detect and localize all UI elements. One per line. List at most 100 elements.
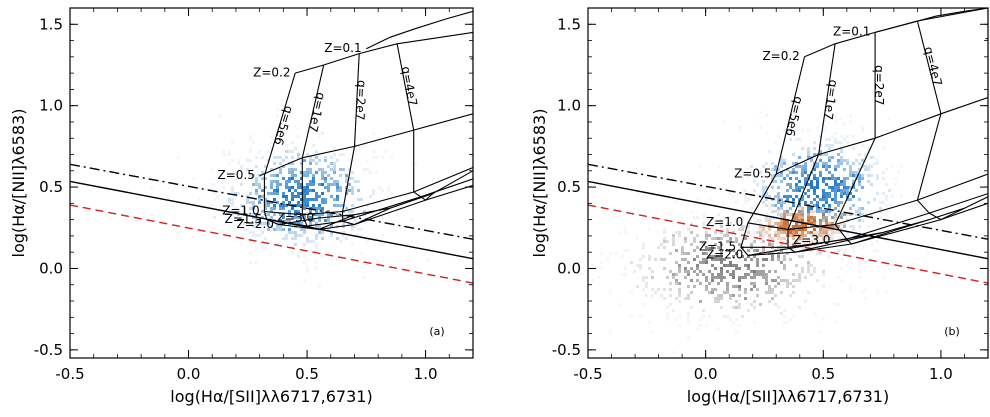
density-point xyxy=(801,171,804,174)
density-point xyxy=(294,222,297,225)
density-point xyxy=(801,168,804,171)
density-point xyxy=(351,228,354,231)
density-point xyxy=(261,189,264,192)
density-point xyxy=(765,213,768,216)
density-point xyxy=(267,222,270,225)
density-point xyxy=(279,228,282,231)
density-point xyxy=(735,306,738,309)
density-point xyxy=(639,315,642,318)
density-point xyxy=(363,168,366,171)
density-point xyxy=(882,276,885,279)
density-point xyxy=(327,165,330,168)
density-point xyxy=(231,189,234,192)
density-point xyxy=(732,213,735,216)
density-point xyxy=(699,261,702,264)
density-point xyxy=(879,216,882,219)
density-point xyxy=(837,165,840,168)
density-point xyxy=(861,144,864,147)
density-point xyxy=(768,300,771,303)
density-point xyxy=(297,156,300,159)
density-point xyxy=(783,315,786,318)
density-point xyxy=(810,246,813,249)
density-point xyxy=(744,189,747,192)
density-point xyxy=(279,204,282,207)
density-point xyxy=(705,246,708,249)
density-point xyxy=(828,147,831,150)
density-point xyxy=(291,198,294,201)
density-point xyxy=(312,198,315,201)
density-point xyxy=(783,216,786,219)
density-point xyxy=(720,249,723,252)
density-point xyxy=(846,177,849,180)
density-point xyxy=(324,201,327,204)
density-point xyxy=(303,159,306,162)
density-point xyxy=(720,273,723,276)
density-point xyxy=(789,186,792,189)
density-point xyxy=(216,195,219,198)
density-point xyxy=(321,177,324,180)
ionization-curve xyxy=(787,43,883,253)
density-point xyxy=(741,216,744,219)
density-point xyxy=(798,243,801,246)
density-point xyxy=(879,234,882,237)
density-point xyxy=(381,189,384,192)
density-point xyxy=(750,303,753,306)
density-point xyxy=(678,231,681,234)
density-point xyxy=(255,183,258,186)
density-point xyxy=(642,276,645,279)
density-point xyxy=(792,189,795,192)
density-point xyxy=(639,264,642,267)
density-point xyxy=(303,231,306,234)
density-point xyxy=(849,288,852,291)
density-point xyxy=(798,306,801,309)
density-point xyxy=(834,141,837,144)
density-point xyxy=(675,297,678,300)
density-point xyxy=(357,180,360,183)
density-point xyxy=(234,216,237,219)
density-point xyxy=(795,243,798,246)
density-point xyxy=(783,267,786,270)
density-point xyxy=(774,279,777,282)
density-point xyxy=(801,174,804,177)
density-point xyxy=(651,294,654,297)
density-point xyxy=(234,207,237,210)
density-point xyxy=(801,186,804,189)
density-point xyxy=(282,201,285,204)
density-point xyxy=(801,207,804,210)
density-point xyxy=(270,168,273,171)
density-point xyxy=(840,195,843,198)
density-point xyxy=(339,174,342,177)
density-point xyxy=(309,159,312,162)
density-point xyxy=(813,147,816,150)
density-point xyxy=(852,171,855,174)
density-point xyxy=(276,114,279,117)
density-point xyxy=(780,156,783,159)
density-point xyxy=(732,273,735,276)
density-point xyxy=(816,237,819,240)
density-point xyxy=(852,135,855,138)
density-point xyxy=(843,189,846,192)
density-point xyxy=(840,201,843,204)
density-point xyxy=(795,243,798,246)
density-point xyxy=(276,180,279,183)
ionization-curve xyxy=(916,20,965,221)
density-point xyxy=(810,264,813,267)
density-point xyxy=(783,258,786,261)
density-point xyxy=(714,231,717,234)
density-point xyxy=(669,288,672,291)
density-point xyxy=(834,213,837,216)
density-point xyxy=(270,216,273,219)
density-point xyxy=(687,321,690,324)
density-point xyxy=(741,225,744,228)
density-point xyxy=(777,213,780,216)
density-point xyxy=(801,228,804,231)
density-point xyxy=(843,183,846,186)
density-point xyxy=(825,144,828,147)
density-point xyxy=(831,135,834,138)
density-point xyxy=(747,249,750,252)
density-point xyxy=(771,162,774,165)
density-point xyxy=(678,291,681,294)
density-point xyxy=(711,279,714,282)
density-point xyxy=(312,207,315,210)
density-point xyxy=(297,204,300,207)
